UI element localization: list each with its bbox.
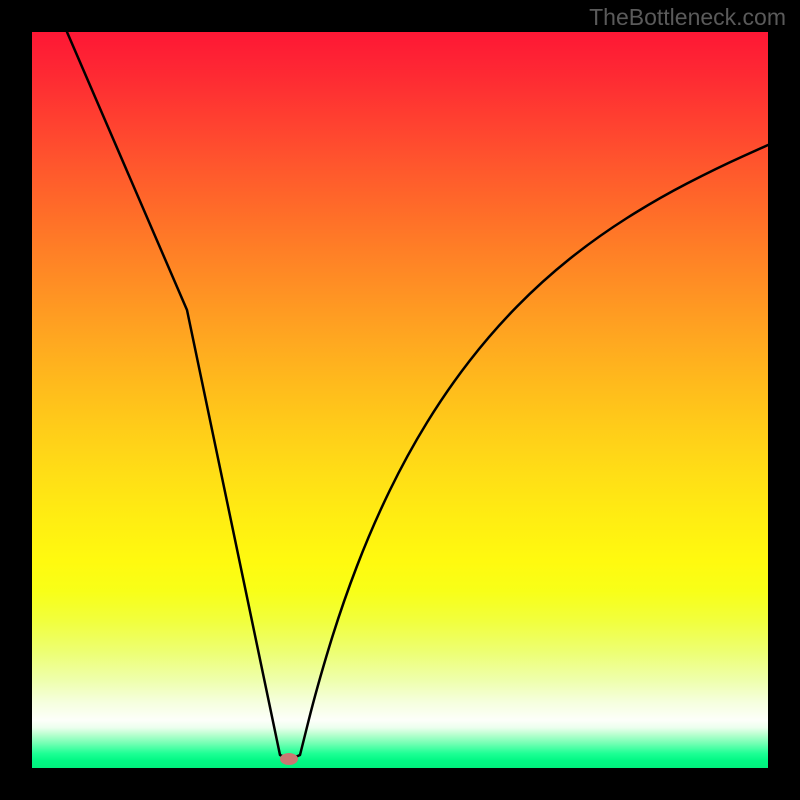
- bottleneck-curve: [32, 32, 768, 768]
- chart-plot-area: [32, 32, 768, 768]
- optimal-point-marker: [280, 753, 298, 765]
- watermark-text: TheBottleneck.com: [589, 4, 786, 31]
